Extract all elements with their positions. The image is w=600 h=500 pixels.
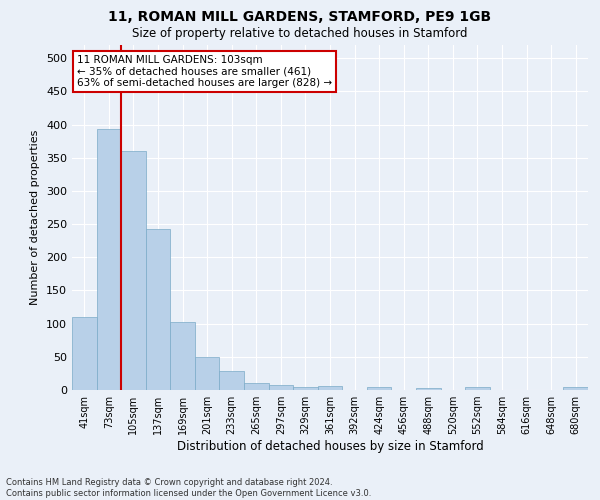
Bar (269, 384, 293, 390)
Bar (97, 130, 121, 390)
Bar (293, 386, 318, 390)
Bar (121, 151, 146, 390)
X-axis label: Distribution of detached houses by size in Stamford: Distribution of detached houses by size … (176, 440, 484, 453)
Bar (465, 388, 490, 390)
Bar (244, 384, 269, 390)
Text: 11, ROMAN MILL GARDENS, STAMFORD, PE9 1GB: 11, ROMAN MILL GARDENS, STAMFORD, PE9 1G… (109, 10, 491, 24)
Y-axis label: Number of detached properties: Number of detached properties (31, 130, 40, 305)
Text: Size of property relative to detached houses in Stamford: Size of property relative to detached ho… (132, 28, 468, 40)
Bar (72, 317, 97, 390)
Bar (416, 388, 440, 390)
Bar (318, 386, 342, 390)
Text: Contains HM Land Registry data © Crown copyright and database right 2024.
Contai: Contains HM Land Registry data © Crown c… (6, 478, 371, 498)
Bar (195, 357, 220, 390)
Bar (563, 388, 588, 390)
Bar (170, 322, 195, 390)
Text: 11 ROMAN MILL GARDENS: 103sqm
← 35% of detached houses are smaller (461)
63% of : 11 ROMAN MILL GARDENS: 103sqm ← 35% of d… (77, 55, 332, 88)
Bar (367, 386, 391, 390)
Bar (220, 371, 244, 390)
Bar (146, 230, 170, 390)
